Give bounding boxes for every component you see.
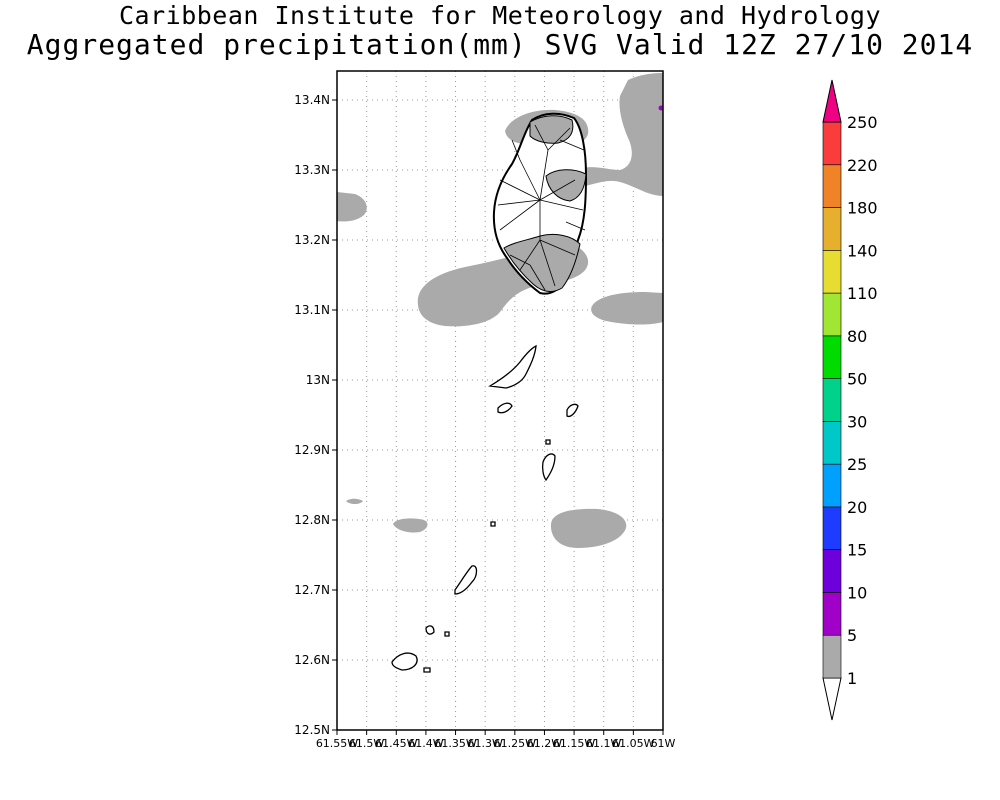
lat-tick-label: 13.2N	[294, 233, 330, 247]
colorbar-segment	[822, 335, 842, 379]
colorbar-segment	[822, 207, 842, 251]
lon-tick-label: 61.25W	[494, 737, 536, 750]
colorbar-segment	[822, 634, 842, 679]
colorbar-level-label: 250	[847, 113, 878, 132]
lat-tick-label: 13.1N	[294, 303, 330, 317]
lat-tick-label: 12.7N	[294, 583, 330, 597]
colorbar-segment	[822, 463, 842, 508]
colorbar-level-label: 50	[847, 370, 867, 389]
colorbar-segment	[822, 121, 842, 166]
island-carriacou	[391, 652, 418, 671]
lon-tick-label: 61W	[651, 737, 676, 750]
island-bequia	[488, 344, 537, 389]
island-small-3	[545, 439, 551, 445]
lon-tick-label: 61.15W	[553, 737, 595, 750]
precip-area-small-1	[393, 518, 428, 533]
colorbar-level-label: 180	[847, 199, 878, 218]
lat-tick-label: 13.3N	[294, 163, 330, 177]
colorbar-segment	[822, 292, 842, 337]
colorbar-level-label: 140	[847, 241, 878, 260]
colorbar-level-label: 30	[847, 412, 867, 431]
colorbar-segment	[822, 592, 842, 636]
colorbar-level-label: 25	[847, 455, 867, 474]
lon-tick-label: 61.1W	[586, 737, 621, 750]
precip-shading	[337, 72, 663, 548]
lat-tick-label: 13.4N	[294, 93, 330, 107]
lat-tick-label: 12.8N	[294, 513, 330, 527]
island-small-2	[425, 625, 435, 635]
lon-tick-label: 61.45W	[375, 737, 417, 750]
island-small-1	[497, 402, 513, 414]
precip-area-southeast	[550, 508, 627, 548]
island-small-6	[444, 631, 450, 637]
lat-tick-label: 12.5N	[294, 723, 330, 737]
colorbar-level-label: 1	[847, 669, 857, 688]
precip-area-east	[591, 292, 663, 325]
product-title: Aggregated precipitation(mm) SVG Valid 1…	[26, 28, 974, 61]
colorbar-level-label: 110	[847, 284, 878, 303]
precip-area-northeast	[565, 72, 663, 196]
island-mustique	[566, 403, 579, 418]
lon-tick-label: 61.3W	[467, 737, 502, 750]
lon-tick-label: 61.4W	[408, 737, 443, 750]
map-title: Caribbean Institute for Meteorology and …	[0, 2, 1000, 60]
lon-tick-label: 61.35W	[434, 737, 476, 750]
island-small-5	[423, 667, 431, 673]
colorbar-level-label: 20	[847, 498, 867, 517]
colorbar-segment	[822, 250, 842, 294]
lat-tick-label: 13N	[306, 373, 330, 387]
colorbar-segment	[822, 421, 842, 465]
colorbar-segment	[822, 164, 842, 208]
island-union	[454, 565, 478, 595]
lon-tick-label: 61.55W	[316, 737, 358, 750]
colorbar-level-label: 15	[847, 541, 867, 560]
island-st-vincent	[492, 112, 588, 295]
lon-tick-label: 61.05W	[612, 737, 654, 750]
lat-tick-label: 12.6N	[294, 653, 330, 667]
colorbar-level-label: 220	[847, 156, 878, 175]
map-content	[337, 72, 663, 673]
colorbar-high-cap	[822, 79, 842, 123]
lat-tick-label: 12.9N	[294, 443, 330, 457]
grenadines-islands	[391, 344, 579, 673]
precip-point-10mm	[658, 105, 663, 111]
precip-area-west-edge	[337, 192, 367, 222]
colorbar-low-cap	[822, 677, 842, 721]
colorbar-segment	[822, 549, 842, 593]
map-frame	[336, 70, 664, 731]
island-small-4	[490, 521, 496, 527]
latitude-axis: 12.5N 12.6N 12.7N 12.8N 12.9N 13N 13.1N 13.2N 13…	[294, 93, 337, 737]
colorbar-segment	[822, 506, 842, 550]
institute-title: Caribbean Institute for Meteorology and …	[118, 1, 881, 30]
lon-tick-label: 61.2W	[527, 737, 562, 750]
colorbar-segment	[822, 378, 842, 422]
lon-tick-label: 61.5W	[349, 737, 384, 750]
colorbar-level-label: 10	[847, 583, 867, 602]
island-canouan	[541, 453, 556, 482]
precip-area-small-2	[346, 498, 363, 504]
colorbar-level-label: 80	[847, 327, 867, 346]
colorbar-level-label: 5	[847, 626, 857, 645]
longitude-axis: 61.55W61.5W61.45W61.4W61.35W61.3W61.25W6…	[316, 730, 676, 750]
